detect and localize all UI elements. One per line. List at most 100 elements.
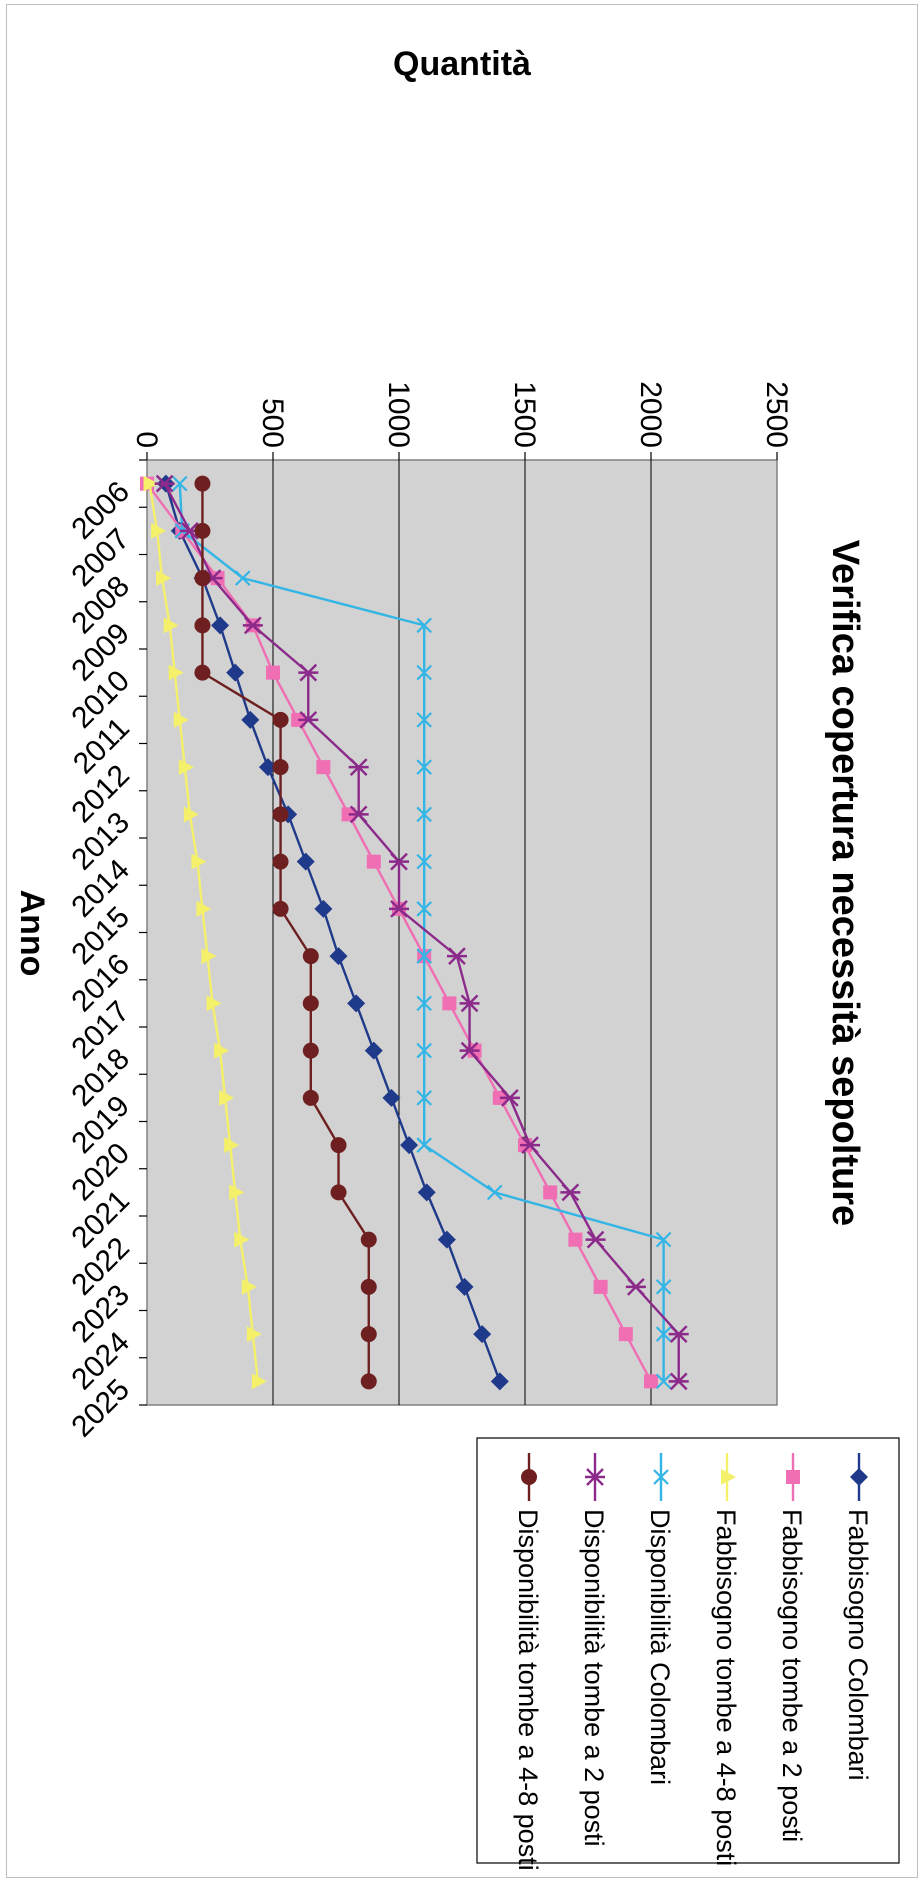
- data-point: [416, 664, 432, 681]
- data-point: [224, 1137, 240, 1154]
- data-point: [266, 665, 280, 680]
- data-point: [389, 852, 409, 871]
- data-point: [459, 1041, 480, 1060]
- data-point: [251, 1373, 267, 1390]
- legend-marker: [721, 1469, 736, 1485]
- data-point: [585, 1230, 606, 1249]
- data-point: [316, 760, 331, 775]
- data-point: [156, 570, 172, 587]
- legend-item: Disponibilità Colombari: [645, 1453, 675, 1785]
- data-point: [416, 1090, 432, 1106]
- data-point: [618, 1327, 633, 1342]
- data-point: [214, 1042, 230, 1059]
- data-point: [366, 854, 381, 869]
- data-point: [298, 663, 319, 682]
- data-point: [178, 759, 194, 776]
- series-line: [178, 483, 665, 1382]
- data-point: [668, 1372, 689, 1391]
- data-point: [417, 1183, 436, 1202]
- data-point: [446, 947, 467, 965]
- legend-marker: [786, 1470, 800, 1484]
- legend-item: Disponibilità tombe a 4-8 posti: [513, 1453, 543, 1871]
- data-point: [655, 1326, 672, 1342]
- data-point: [272, 806, 289, 823]
- data-point: [163, 617, 179, 634]
- data-point: [416, 1137, 432, 1153]
- data-point: [520, 1136, 541, 1154]
- data-point: [194, 475, 211, 492]
- data-point: [194, 522, 211, 539]
- legend: Fabbisogno Colombari Fabbisogno tombe a 2…: [476, 1437, 900, 1871]
- legend-label: Disponibilità Colombari: [645, 1509, 675, 1785]
- data-point: [416, 759, 432, 775]
- data-point: [242, 616, 263, 635]
- data-point: [560, 1183, 581, 1202]
- data-point: [194, 570, 211, 587]
- legend-marker: [653, 1469, 669, 1485]
- data-point: [455, 1277, 474, 1296]
- data-point: [330, 1137, 347, 1154]
- data-point: [416, 901, 432, 917]
- data-point: [364, 1041, 383, 1060]
- page-frame: Verifica copertura necessità sepolture 0…: [6, 4, 918, 1878]
- legend-item: Fabbisogno Colombari: [843, 1453, 873, 1781]
- y-tick-label: 2500: [760, 381, 793, 448]
- data-point: [151, 522, 167, 539]
- data-point: [246, 1326, 262, 1343]
- gridlines: [272, 460, 652, 1405]
- data-point: [625, 1278, 646, 1296]
- data-point: [194, 664, 211, 681]
- data-point: [499, 1089, 520, 1107]
- series-line: [163, 483, 680, 1382]
- series-6: [194, 475, 377, 1390]
- data-point: [348, 805, 369, 824]
- data-point: [668, 1325, 689, 1343]
- y-tick-label: 0: [130, 431, 163, 448]
- data-point: [382, 1088, 401, 1107]
- data-point: [490, 1372, 509, 1391]
- series-line: [148, 483, 260, 1382]
- legend-label: Fabbisogno tombe a 4-8 posti: [711, 1509, 741, 1866]
- y-tick-label: 1500: [508, 381, 541, 448]
- data-point: [211, 616, 230, 635]
- data-point: [459, 994, 480, 1013]
- legend-label: Disponibilità tombe a 4-8 posti: [513, 1509, 543, 1871]
- data-point: [655, 1231, 672, 1248]
- data-point: [201, 948, 217, 965]
- legend-marker: [585, 1468, 605, 1486]
- data-point: [302, 948, 319, 965]
- legend-marker: [850, 1468, 868, 1486]
- legend-item: Disponibilità tombe a 2 posti: [579, 1453, 609, 1847]
- data-point: [168, 664, 184, 681]
- data-point: [234, 570, 251, 586]
- data-point: [348, 758, 369, 776]
- data-point: [298, 711, 319, 729]
- data-point: [219, 1089, 235, 1106]
- y-tick-label: 500: [256, 398, 289, 448]
- y-tick-label: 1000: [382, 381, 415, 448]
- data-point: [655, 1373, 672, 1390]
- data-point: [291, 712, 306, 727]
- data-point: [655, 1279, 672, 1295]
- data-point: [329, 947, 348, 966]
- data-point: [272, 711, 289, 728]
- data-point: [171, 475, 188, 492]
- data-point: [473, 1325, 492, 1344]
- data-point: [416, 617, 432, 634]
- legend-label: Fabbisogno Colombari: [843, 1509, 873, 1781]
- data-point: [360, 1373, 377, 1390]
- x-axis-title: Anno: [13, 890, 51, 977]
- plot-area: [146, 459, 778, 1406]
- data-point: [258, 758, 277, 777]
- y-tick-label: 2000: [634, 381, 667, 448]
- chart-title: Verifica copertura necessità sepolture: [824, 540, 866, 1226]
- data-point: [442, 996, 457, 1011]
- y-axis-title: Quantità: [393, 45, 531, 83]
- legend-item: Fabbisogno tombe a 2 posti: [777, 1453, 807, 1842]
- series-3: [143, 475, 267, 1390]
- data-point: [191, 853, 207, 870]
- data-point: [173, 711, 189, 728]
- data-point: [360, 1326, 377, 1343]
- data-point: [341, 807, 356, 822]
- series: [140, 474, 689, 1391]
